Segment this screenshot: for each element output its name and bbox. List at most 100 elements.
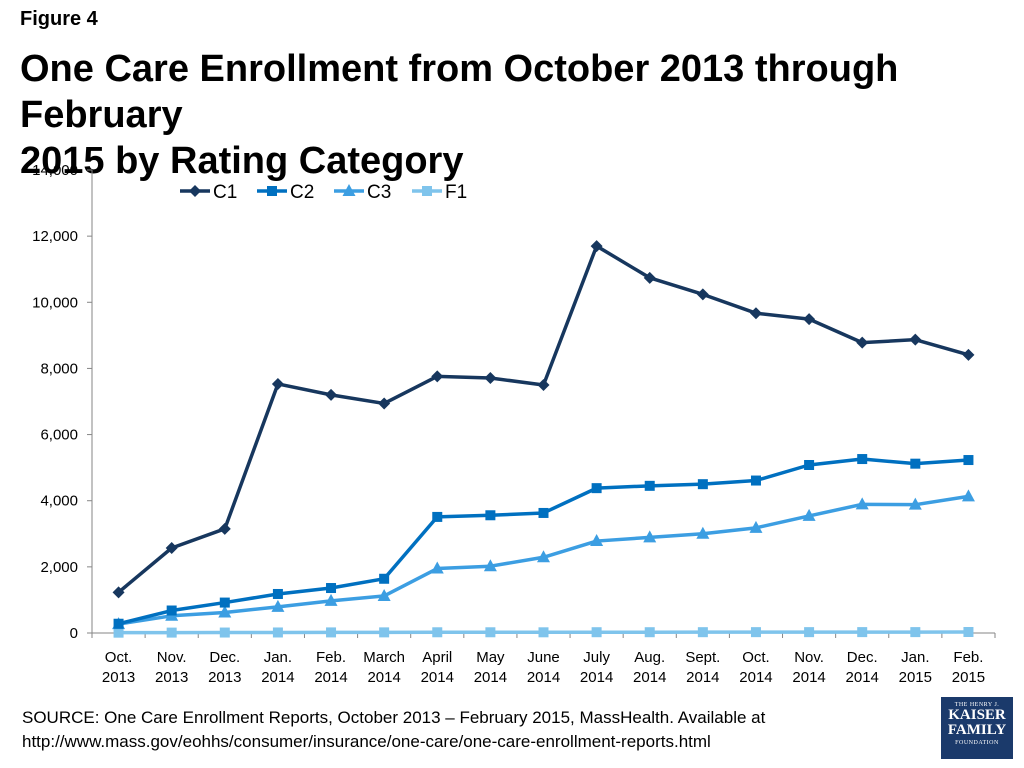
legend-label-c2: C2 (290, 182, 314, 203)
x-tick-label-year: 2014 (474, 669, 507, 686)
data-point-c1 (803, 313, 816, 326)
x-tick-label-year: 2014 (633, 669, 666, 686)
data-point-c1 (856, 336, 869, 349)
x-tick-label-year: 2015 (952, 669, 985, 686)
x-tick-label-year: 2014 (792, 669, 825, 686)
data-point-c2 (963, 455, 974, 466)
legend-marker-f1 (422, 186, 432, 196)
data-point-c3 (802, 508, 816, 521)
kaiser-family-foundation-logo: THE HENRY J. KAISER FAMILY FOUNDATION (941, 697, 1013, 759)
x-tick-label-year: 2014 (314, 669, 347, 686)
data-point-c2 (166, 605, 177, 616)
x-tick-label: Oct. (742, 649, 770, 666)
data-point-c2 (538, 507, 549, 518)
x-tick-label: Feb. (953, 649, 983, 666)
data-point-c2 (857, 454, 868, 465)
data-point-f1 (591, 627, 602, 638)
legend-marker-c3 (342, 184, 356, 196)
data-point-f1 (485, 627, 496, 638)
data-point-f1 (963, 627, 974, 638)
data-point-f1 (804, 627, 815, 638)
data-point-c1 (325, 388, 338, 401)
x-tick-label: Dec. (209, 649, 240, 666)
x-tick-label-year: 2013 (208, 669, 241, 686)
y-tick-label: 6,000 (40, 427, 78, 444)
data-point-f1 (219, 627, 230, 638)
legend-label-f1: F1 (445, 182, 467, 203)
x-tick-label: June (527, 649, 560, 666)
data-point-f1 (750, 627, 761, 638)
data-point-c1 (112, 586, 125, 599)
legend-marker-c1 (189, 185, 201, 197)
data-point-f1 (326, 627, 337, 638)
data-point-c2 (379, 573, 390, 584)
data-point-c3 (855, 497, 869, 510)
data-point-f1 (910, 627, 921, 638)
data-point-c1 (431, 370, 444, 383)
y-tick-label: 10,000 (32, 294, 78, 311)
x-tick-label: July (583, 649, 610, 666)
data-point-c1 (165, 542, 178, 555)
line-chart: 0 2,000 4,000 6,000 8,000 10,000 12,000 14,000 O… (32, 162, 996, 686)
x-tick-label: May (476, 649, 505, 666)
y-tick-label: 2,000 (40, 559, 78, 576)
x-tick-label: Jan. (901, 649, 929, 666)
logo-line-2: FAMILY (947, 722, 1007, 738)
data-point-c3 (961, 489, 975, 502)
data-point-c1 (962, 348, 975, 361)
data-point-c3 (590, 534, 604, 547)
data-point-c3 (643, 530, 657, 543)
data-point-c3 (908, 497, 922, 510)
x-tick-label: Jan. (264, 649, 292, 666)
data-point-c2 (272, 588, 283, 599)
data-point-c2 (750, 475, 761, 486)
y-tick-label: 8,000 (40, 360, 78, 377)
x-tick-label: Nov. (794, 649, 824, 666)
data-point-c1 (643, 271, 656, 284)
x-tick-label: Feb. (316, 649, 346, 666)
data-point-c2 (485, 510, 496, 521)
x-tick-label: Aug. (634, 649, 665, 666)
data-point-c2 (697, 479, 708, 490)
x-tick-label: Sept. (685, 649, 720, 666)
series-line-c1 (117, 244, 969, 594)
x-tick-label: Nov. (157, 649, 187, 666)
chart-title-line-1: One Care Enrollment from October 2013 th… (20, 48, 899, 136)
data-point-f1 (166, 627, 177, 638)
data-point-c1 (484, 372, 497, 385)
data-point-f1 (432, 627, 443, 638)
chart-title: One Care Enrollment from October 2013 th… (20, 46, 1010, 184)
data-point-f1 (379, 627, 390, 638)
x-tick-label: Oct. (105, 649, 133, 666)
x-tick-label-year: 2014 (261, 669, 294, 686)
data-point-c2 (432, 511, 443, 522)
data-point-c1 (749, 307, 762, 320)
x-tick-label-year: 2013 (102, 669, 135, 686)
data-point-c2 (219, 597, 230, 608)
x-tick-label-year: 2014 (739, 669, 772, 686)
source-url: http://www.mass.gov/eohhs/consumer/insur… (22, 732, 711, 751)
x-tick-label: Dec. (847, 649, 878, 666)
x-tick-label-year: 2014 (421, 669, 454, 686)
data-point-c2 (910, 458, 921, 469)
data-point-c1 (378, 397, 391, 410)
series-line-c2 (118, 457, 969, 626)
data-point-c1 (696, 288, 709, 301)
y-tick-label: 4,000 (40, 493, 78, 510)
x-tick-label-year: 2013 (155, 669, 188, 686)
data-point-f1 (538, 627, 549, 638)
y-tick-label: 0 (70, 625, 78, 642)
data-point-c3 (430, 561, 444, 574)
chart-title-line-2: 2015 by Rating Category (20, 140, 464, 182)
data-point-f1 (697, 627, 708, 638)
x-tick-label-year: 2015 (899, 669, 932, 686)
x-tick-label-year: 2014 (686, 669, 719, 686)
logo-line-1: KAISER (948, 707, 1006, 723)
data-point-c1 (909, 333, 922, 346)
data-point-f1 (113, 627, 124, 638)
x-tick-label-year: 2014 (527, 669, 560, 686)
logo-top-text: THE HENRY J. (954, 702, 1000, 708)
x-tick-label-year: 2014 (580, 669, 613, 686)
data-point-c1 (590, 240, 603, 253)
x-tick-label-year: 2014 (367, 669, 400, 686)
